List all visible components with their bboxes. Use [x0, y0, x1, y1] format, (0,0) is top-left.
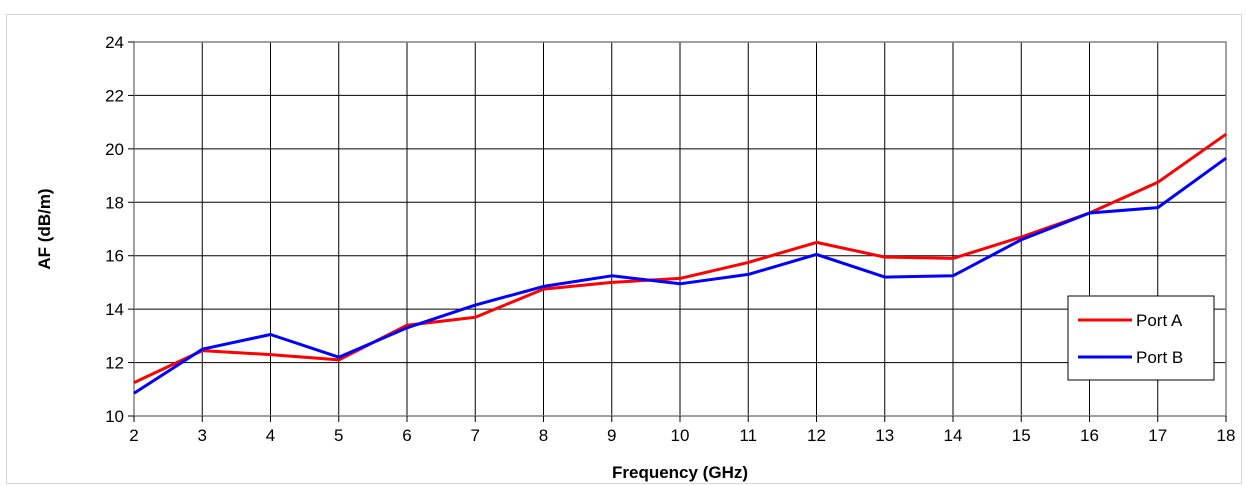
x-tick-label: 6 — [402, 426, 411, 445]
tick-labels: 2 3 4 5 6 7 8 9 10 11 12 13 14 15 16 17 18 10 12 14 16 18 20 22… — [105, 33, 1235, 445]
legend-label: Port A — [1136, 311, 1183, 330]
x-axis-title: Frequency (GHz) — [612, 463, 748, 482]
x-tick-label: 16 — [1080, 426, 1099, 445]
axes — [128, 41, 1227, 422]
chart-frame — [6, 14, 1242, 484]
x-tick-label: 17 — [1148, 426, 1167, 445]
y-tick-label: 16 — [105, 247, 124, 266]
legend-label: Port B — [1136, 348, 1183, 367]
x-tick-label: 2 — [129, 426, 138, 445]
y-tick-label: 20 — [105, 140, 124, 159]
x-tick-label: 15 — [1012, 426, 1031, 445]
x-tick-label: 9 — [607, 426, 616, 445]
x-tick-label: 3 — [198, 426, 207, 445]
x-tick-label: 14 — [944, 426, 963, 445]
y-axis-title: AF (dB/m) — [35, 188, 54, 269]
legend: Port A Port B — [1067, 295, 1215, 381]
series-lines — [133, 132, 1227, 395]
y-tick-label: 18 — [105, 193, 124, 212]
x-tick-label: 12 — [807, 426, 826, 445]
y-tick-label: 22 — [105, 86, 124, 105]
x-tick-label: 10 — [671, 426, 690, 445]
y-tick-label: 12 — [105, 354, 124, 373]
x-tick-label: 11 — [739, 426, 757, 445]
y-tick-label: 24 — [105, 33, 124, 52]
y-tick-label: 14 — [105, 300, 124, 319]
x-tick-label: 4 — [266, 426, 275, 445]
legend-box — [1067, 295, 1215, 381]
x-tick-label: 8 — [539, 426, 548, 445]
x-tick-label: 13 — [875, 426, 894, 445]
y-tick-label: 10 — [105, 407, 124, 426]
x-tick-label: 7 — [471, 426, 480, 445]
series-line-port-a — [133, 132, 1227, 384]
x-tick-label: 18 — [1217, 426, 1236, 445]
x-tick-label: 5 — [334, 426, 343, 445]
series-line-port-b — [133, 156, 1227, 395]
